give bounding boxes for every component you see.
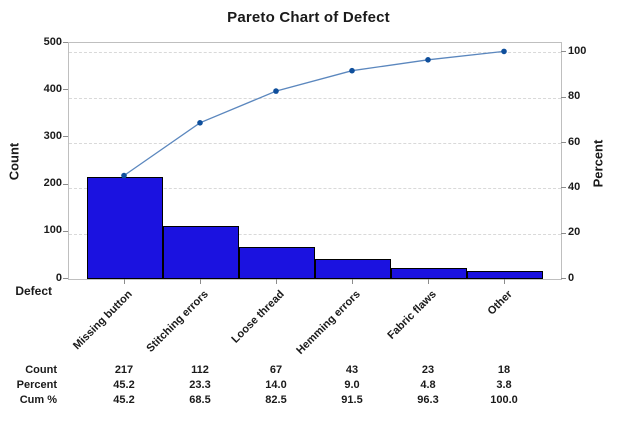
plot-area — [68, 42, 562, 280]
table-row-label: Cum % — [19, 394, 57, 406]
percent-axis-tick — [561, 142, 566, 144]
cumulative-percent-marker — [197, 120, 203, 126]
percent-tick-label: 40 — [568, 180, 581, 193]
count-axis-tick — [63, 230, 68, 232]
category-axis-tick — [200, 279, 201, 284]
percent-gridline — [69, 188, 561, 190]
percent-tick-label: 60 — [568, 135, 581, 148]
defect-bar — [391, 268, 467, 279]
count-axis-tick — [63, 278, 68, 279]
percent-tick-label: 20 — [568, 226, 581, 239]
percent-gridline — [69, 97, 561, 99]
defect-bar — [163, 226, 239, 279]
count-tick-label: 400 — [43, 82, 62, 95]
table-row-label: Percent — [16, 379, 57, 391]
table-value: 4.8 — [420, 379, 436, 391]
count-axis-tick — [63, 42, 68, 43]
table-value: 14.0 — [265, 379, 287, 391]
table-value: 217 — [114, 364, 134, 376]
table-value: 82.5 — [265, 394, 287, 406]
defect-bar — [315, 258, 391, 279]
defect-bar — [467, 270, 543, 279]
count-axis-tick — [63, 136, 68, 138]
count-tick-label: 300 — [43, 129, 62, 142]
table-value: 68.5 — [189, 394, 211, 406]
table-value: 112 — [191, 364, 209, 376]
table-value: 18 — [497, 364, 511, 376]
percent-gridline — [69, 143, 561, 145]
defect-bar — [87, 176, 163, 279]
percent-tick-label: 80 — [568, 90, 581, 103]
table-value: 3.8 — [496, 379, 512, 391]
table-value: 23 — [421, 364, 435, 376]
y-axis-title-count: Count — [6, 142, 22, 181]
cumulative-percent-line — [123, 50, 505, 177]
percent-axis-tick — [561, 232, 566, 234]
defect-bar — [239, 247, 315, 279]
cumulative-percent-marker — [273, 88, 279, 94]
percent-gridline — [69, 233, 561, 235]
category-axis-tick — [504, 279, 505, 284]
count-tick-label: 500 — [43, 35, 62, 48]
table-value: 67 — [269, 364, 283, 376]
percent-axis-tick — [561, 187, 566, 189]
category-axis-tick — [352, 279, 353, 284]
table-value: 43 — [345, 364, 359, 376]
table-value: 96.3 — [417, 394, 439, 406]
percent-axis-tick — [561, 96, 566, 98]
percent-gridline — [69, 52, 561, 54]
table-row-label: Count — [25, 364, 57, 376]
table-value: 45.2 — [113, 379, 135, 391]
cumulative-percent-marker — [349, 67, 355, 74]
table-value: 45.2 — [113, 394, 135, 406]
count-tick-label: 100 — [43, 224, 62, 237]
category-axis-tick — [124, 279, 125, 284]
table-value: 23.3 — [189, 379, 211, 391]
cumulative-percent-marker — [121, 172, 127, 179]
percent-axis-tick — [561, 51, 566, 53]
percent-tick-label: 0 — [568, 271, 575, 284]
category-axis-tick — [276, 279, 277, 284]
count-tick-label: 200 — [43, 177, 62, 190]
cumulative-line-layer — [121, 48, 507, 179]
chart-title: Pareto Chart of Defect — [227, 9, 390, 26]
percent-tick-label: 100 — [568, 44, 587, 57]
table-value: 100.0 — [490, 394, 518, 406]
count-axis-tick — [63, 183, 68, 185]
cumulative-percent-marker — [501, 48, 507, 55]
x-axis-title-defect: Defect — [15, 284, 52, 298]
category-axis-tick — [428, 279, 429, 284]
percent-axis-tick — [561, 278, 566, 279]
count-tick-label: 0 — [55, 271, 62, 284]
cumulative-percent-marker — [425, 57, 431, 63]
table-value: 9.0 — [344, 379, 360, 391]
count-axis-tick — [63, 89, 68, 91]
table-value: 91.5 — [341, 394, 363, 406]
